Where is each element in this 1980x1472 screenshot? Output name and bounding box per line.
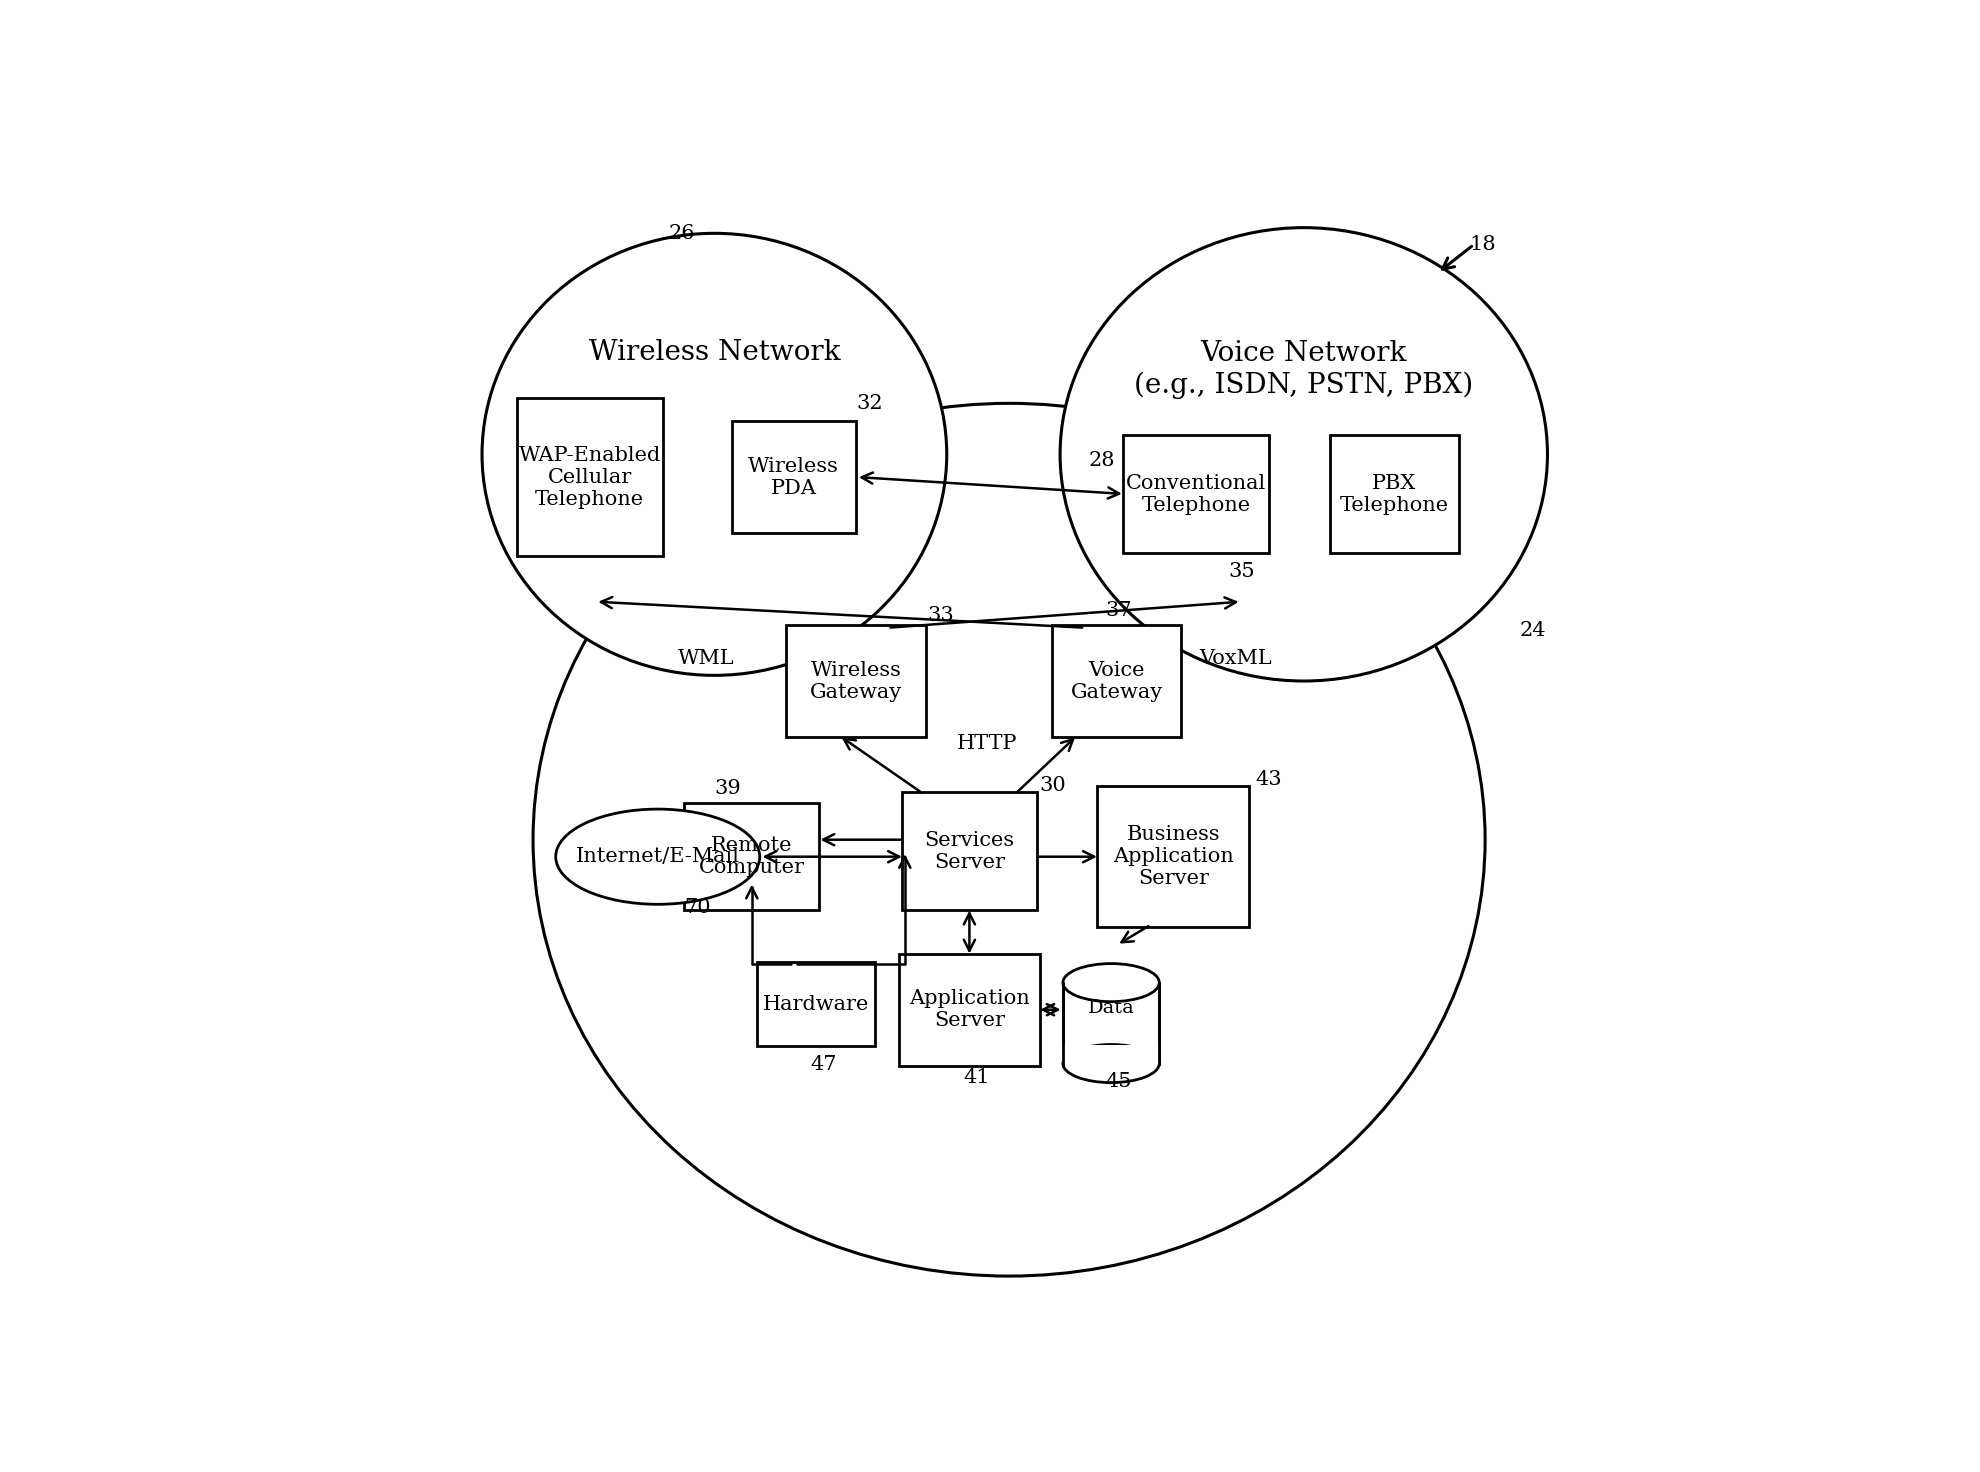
Text: 45: 45 [1105, 1072, 1133, 1091]
Text: 30: 30 [1040, 776, 1067, 795]
Text: 18: 18 [1469, 236, 1497, 255]
Text: 35: 35 [1228, 562, 1255, 580]
Text: Wireless
PDA: Wireless PDA [748, 456, 840, 498]
Text: Wireless
Gateway: Wireless Gateway [810, 661, 903, 702]
Text: 70: 70 [683, 898, 711, 917]
Text: Internet/E-Mail: Internet/E-Mail [576, 848, 741, 866]
Text: HTTP: HTTP [956, 735, 1018, 752]
FancyBboxPatch shape [1123, 436, 1269, 553]
FancyBboxPatch shape [786, 626, 927, 737]
FancyBboxPatch shape [733, 421, 855, 533]
FancyBboxPatch shape [685, 804, 820, 910]
Text: 26: 26 [669, 224, 695, 243]
Text: Computer
Network: Computer Network [1075, 505, 1216, 562]
Text: Services
Server: Services Server [925, 830, 1014, 871]
Text: 41: 41 [964, 1069, 990, 1088]
FancyBboxPatch shape [1331, 436, 1459, 553]
Text: 28: 28 [1089, 450, 1115, 470]
Text: Business
Application
Server: Business Application Server [1113, 826, 1234, 888]
Text: 24: 24 [1519, 621, 1546, 639]
FancyBboxPatch shape [899, 954, 1040, 1066]
Text: Wireless Network: Wireless Network [588, 339, 840, 367]
Ellipse shape [556, 810, 760, 904]
Text: Voice
Gateway: Voice Gateway [1071, 661, 1162, 702]
Bar [1063, 983, 1158, 1064]
Text: Conventional
Telephone: Conventional Telephone [1127, 474, 1267, 515]
Text: WAP-Enabled
Cellular
Telephone: WAP-Enabled Cellular Telephone [519, 446, 661, 508]
Ellipse shape [1063, 964, 1158, 1001]
Ellipse shape [481, 234, 946, 676]
Text: Application
Server: Application Server [909, 989, 1030, 1030]
FancyBboxPatch shape [517, 399, 663, 556]
FancyBboxPatch shape [758, 963, 875, 1047]
Text: Data: Data [1087, 999, 1135, 1017]
Bar [1061, 1045, 1160, 1064]
Text: 37: 37 [1105, 601, 1133, 620]
Text: 47: 47 [810, 1054, 838, 1073]
FancyBboxPatch shape [1051, 626, 1182, 737]
Text: PBX
Telephone: PBX Telephone [1340, 474, 1449, 515]
FancyBboxPatch shape [903, 792, 1038, 910]
Text: WML: WML [677, 649, 735, 668]
Ellipse shape [1063, 1045, 1158, 1082]
FancyBboxPatch shape [1097, 786, 1249, 927]
Text: Voice Network
(e.g., ISDN, PSTN, PBX): Voice Network (e.g., ISDN, PSTN, PBX) [1135, 340, 1473, 399]
Ellipse shape [1059, 228, 1548, 682]
Text: VoxML: VoxML [1200, 649, 1271, 668]
Text: Remote
Computer: Remote Computer [699, 836, 804, 877]
Ellipse shape [533, 403, 1485, 1276]
Text: 32: 32 [855, 394, 883, 412]
Text: 39: 39 [715, 779, 741, 798]
Text: 33: 33 [927, 606, 954, 624]
Text: Hardware: Hardware [762, 995, 869, 1014]
Text: 43: 43 [1255, 770, 1281, 789]
